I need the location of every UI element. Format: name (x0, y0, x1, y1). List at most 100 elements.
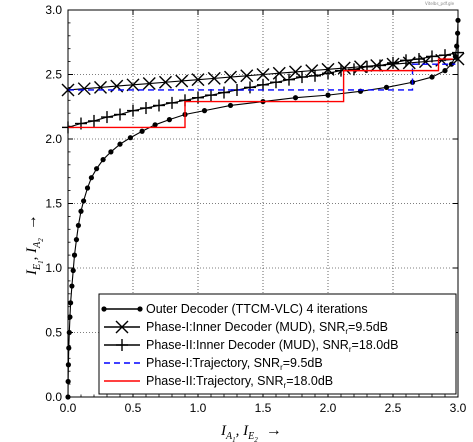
y-tick-label: 2.0 (45, 132, 62, 146)
data-point-phase1-inner (77, 82, 91, 96)
data-point-phase2-inner (348, 63, 360, 76)
data-point-outer-decoder (84, 185, 91, 191)
series-phase2-inner (62, 46, 464, 134)
series-line-outer-decoder (67, 20, 459, 398)
x-tick-label: 2.0 (320, 401, 337, 415)
legend-box (98, 293, 457, 395)
data-point-phase1-inner (337, 61, 351, 75)
data-point-phase2-inner (270, 76, 282, 89)
y-tick-label: 1.5 (45, 197, 62, 211)
legend-marker-outer-decoder (137, 306, 143, 312)
legend-label-phase1-trajectory: Phase-I:Trajectory, SNRr=9.5dB (146, 356, 323, 372)
data-point-outer-decoder (69, 283, 75, 289)
data-point-outer-decoder (94, 166, 100, 172)
x-tick-label: 0.0 (60, 401, 77, 415)
data-point-outer-decoder (100, 157, 106, 163)
data-point-phase1-inner (256, 68, 270, 81)
marker-stroke (337, 61, 351, 75)
marker-stroke (175, 74, 189, 88)
data-point-outer-decoder (448, 61, 455, 67)
data-point-outer-decoder (227, 102, 234, 109)
x-tick-label: 3.0 (450, 401, 467, 415)
data-point-phase1-inner (191, 73, 205, 87)
legend: Outer Decoder (TTCM-VLC) 4 iterations Ph… (98, 293, 457, 395)
data-point-outer-decoder (152, 122, 158, 128)
data-point-phase1-inner (159, 75, 172, 89)
data-point-outer-decoder (127, 135, 133, 141)
watermark-label: Vitelbs_pdf.gle (425, 1, 455, 6)
data-point-outer-decoder (325, 92, 331, 98)
x-tick-label: 1.5 (255, 401, 272, 415)
marker-stroke (272, 66, 286, 80)
data-point-phase2-inner (309, 69, 321, 82)
data-point-phase1-inner (126, 78, 140, 92)
x-tick-label: 1.0 (190, 401, 207, 415)
x-tick-label: 2.5 (385, 401, 402, 415)
marker-stroke (142, 77, 156, 91)
data-point-phase1-inner (240, 69, 254, 83)
data-point-phase2-inner (88, 114, 100, 127)
data-point-phase2-inner (127, 104, 139, 117)
marker-stroke (191, 73, 205, 87)
data-point-outer-decoder (75, 222, 81, 229)
data-point-outer-decoder (117, 141, 123, 147)
data-point-phase2-inner (322, 67, 334, 80)
data-point-outer-decoder (429, 74, 435, 80)
data-point-outer-decoder (81, 198, 87, 204)
data-point-outer-decoder (88, 175, 94, 181)
series-line-phase1-trajectory (68, 63, 456, 91)
data-point-phase1-inner (305, 64, 319, 78)
data-point-phase2-inner (218, 86, 230, 99)
marker-stroke (224, 70, 237, 84)
data-point-phase2-inner (101, 111, 113, 124)
y-axis-label: IE1, IA2→ (23, 214, 45, 276)
data-point-phase1-inner (272, 66, 286, 80)
data-point-outer-decoder (108, 149, 114, 155)
legend-label-outer-decoder: Outer Decoder (TTCM-VLC) 4 iterations (146, 302, 368, 316)
data-point-outer-decoder (292, 95, 299, 101)
marker-stroke (126, 78, 140, 92)
data-point-outer-decoder (68, 300, 74, 306)
data-point-phase2-inner (244, 81, 256, 94)
data-point-outer-decoder (66, 345, 72, 351)
legend-label-phase2-inner: Phase-II:Inner Decoder (MUD), SNRr=18.0d… (146, 338, 398, 354)
marker-stroke (240, 69, 254, 83)
data-point-phase2-inner (283, 73, 295, 86)
axis-ticks: 0.0 0.5 1.0 1.5 2.0 2.5 3.0 0.0 0.5 1.0 1.5 2.0 2.5 3… (45, 3, 466, 415)
data-point-phase2-inner (400, 54, 412, 67)
data-point-phase2-inner (114, 108, 126, 121)
data-point-outer-decoder (73, 237, 80, 243)
marker-stroke (289, 65, 302, 79)
data-point-phase2-inner (205, 89, 217, 102)
data-point-phase2-inner (413, 53, 425, 66)
data-point-phase2-inner (140, 102, 152, 115)
marker-stroke (115, 320, 129, 334)
marker-stroke (159, 75, 172, 89)
legend-label-phase1-inner: Phase-I:Inner Decoder (MUD), SNRr=9.5dB (146, 320, 388, 336)
marker-stroke (207, 71, 221, 85)
series-phase1-trajectory (68, 63, 456, 91)
data-point-outer-decoder (67, 314, 73, 320)
data-point-phase1-inner (142, 77, 156, 91)
data-point-outer-decoder (166, 117, 172, 123)
data-point-phase1-inner (289, 65, 302, 79)
y-tick-label: 1.0 (45, 261, 62, 275)
data-point-phase1-inner (175, 74, 189, 88)
data-point-phase2-inner (166, 96, 178, 109)
data-point-outer-decoder (201, 108, 208, 114)
data-point-outer-decoder (383, 84, 390, 90)
data-point-outer-decoder (71, 252, 78, 258)
legend-label-phase2-trajectory: Phase-II:Trajectory, SNRr=18.0dB (146, 374, 333, 390)
data-point-phase2-inner (296, 71, 308, 84)
data-point-outer-decoder (442, 68, 448, 74)
data-point-phase1-inner (224, 70, 237, 84)
y-tick-label: 0.5 (45, 326, 62, 340)
data-point-phase2-inner (387, 56, 399, 69)
legend-marker-phase2-inner (116, 339, 128, 351)
marker-stroke (256, 68, 270, 81)
data-point-phase1-inner (207, 71, 221, 85)
series-line-phase2-trajectory (68, 58, 453, 129)
data-point-outer-decoder (78, 208, 84, 214)
marker-stroke (419, 55, 432, 69)
